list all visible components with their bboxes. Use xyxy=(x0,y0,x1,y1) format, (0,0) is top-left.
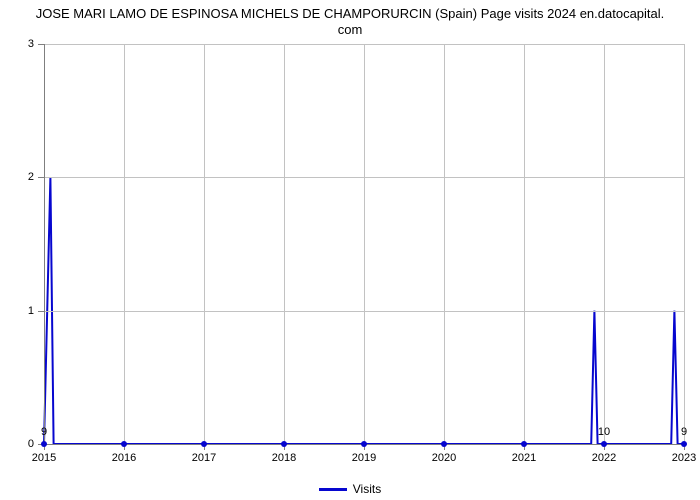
plot-area: 0123201520162017201820192020202120222023… xyxy=(44,44,684,444)
chart-title-line-1: JOSE MARI LAMO DE ESPINOSA MICHELS DE CH… xyxy=(0,6,700,22)
x-tick-label: 2021 xyxy=(512,452,536,464)
x-tick-label: 2017 xyxy=(192,452,216,464)
gridline-vertical xyxy=(684,44,685,444)
y-tick-label: 1 xyxy=(28,305,34,317)
y-tick-label: 3 xyxy=(28,38,34,50)
x-tick-label: 2020 xyxy=(432,452,456,464)
y-tick-label: 2 xyxy=(28,171,34,183)
data-point xyxy=(521,441,527,447)
legend-label: Visits xyxy=(353,482,381,496)
data-point xyxy=(441,441,447,447)
x-tick-label: 2015 xyxy=(32,452,56,464)
data-point xyxy=(121,441,127,447)
chart-container: { "title": { "line1": "JOSE MARI LAMO DE… xyxy=(0,0,700,500)
gridline-vertical xyxy=(364,44,365,444)
data-point xyxy=(361,441,367,447)
data-point-label: 9 xyxy=(41,426,47,438)
data-point-label: 9 xyxy=(681,426,687,438)
chart-title-line-2: com xyxy=(0,22,700,38)
data-point xyxy=(41,441,47,447)
gridline-vertical xyxy=(204,44,205,444)
chart-title: JOSE MARI LAMO DE ESPINOSA MICHELS DE CH… xyxy=(0,6,700,39)
data-point-label: 10 xyxy=(598,426,610,438)
data-point xyxy=(601,441,607,447)
gridline-vertical xyxy=(524,44,525,444)
y-tick-label: 0 xyxy=(28,438,34,450)
data-point xyxy=(281,441,287,447)
x-tick-label: 2022 xyxy=(592,452,616,464)
y-axis-line xyxy=(44,44,45,444)
data-point xyxy=(201,441,207,447)
legend: Visits xyxy=(0,480,700,497)
legend-swatch xyxy=(319,488,347,491)
x-tick-label: 2016 xyxy=(112,452,136,464)
gridline-vertical xyxy=(604,44,605,444)
gridline-vertical xyxy=(444,44,445,444)
data-point xyxy=(681,441,687,447)
x-tick-label: 2018 xyxy=(272,452,296,464)
gridline-vertical xyxy=(284,44,285,444)
x-tick-label: 2023 xyxy=(672,452,696,464)
gridline-vertical xyxy=(124,44,125,444)
x-tick-label: 2019 xyxy=(352,452,376,464)
